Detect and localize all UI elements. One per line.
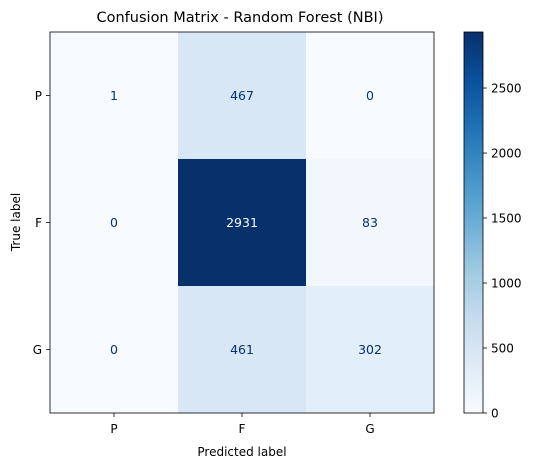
x-tick-label: G: [365, 422, 374, 436]
colorbar-tick-label: 1500: [491, 212, 522, 226]
x-tick-label: P: [110, 422, 117, 436]
y-tick-label: P: [35, 89, 42, 103]
cell-value-label: 0: [110, 215, 118, 230]
cell-value-label: 461: [230, 342, 254, 357]
cell-value-label: 0: [366, 88, 374, 103]
x-axis-label: Predicted label: [197, 445, 286, 459]
x-tick-label: F: [239, 422, 246, 436]
matrix-cell: [178, 159, 307, 287]
matrix-cell: [178, 32, 307, 160]
chart-title: Confusion Matrix - Random Forest (NBI): [97, 10, 384, 26]
colorbar-tick-label: 0: [491, 407, 499, 421]
matrix-cell: [306, 159, 435, 287]
y-tick-label: G: [33, 343, 42, 357]
colorbar-tick-label: 500: [491, 342, 514, 356]
cell-value-label: 83: [362, 215, 378, 230]
matrix-cell: [50, 286, 179, 414]
y-tick-label: F: [35, 216, 42, 230]
colorbar-tick-label: 1000: [491, 277, 522, 291]
matrix-cell-labels: 1 467 0 0 2931 83 0 461 302: [110, 88, 382, 357]
cell-value-label: 1: [110, 88, 118, 103]
colorbar: [463, 31, 484, 414]
cell-value-label: 0: [110, 342, 118, 357]
matrix-cells: [50, 32, 435, 414]
matrix-cell: [306, 286, 435, 414]
colorbar-ticks: 0 500 1000 1500 2000 2500: [483, 82, 522, 421]
colorbar-tick-label: 2000: [491, 147, 522, 161]
cell-value-label: 2931: [226, 215, 258, 230]
matrix-cell: [178, 286, 307, 414]
y-axis-label: True label: [9, 193, 23, 252]
y-axis-ticks: P F G: [33, 89, 50, 357]
matrix-cell: [50, 159, 179, 287]
matrix-cell: [306, 32, 435, 160]
cell-value-label: 467: [230, 88, 254, 103]
cell-value-label: 302: [358, 342, 382, 357]
colorbar-tick-label: 2500: [491, 82, 522, 96]
matrix-cell: [50, 32, 179, 160]
